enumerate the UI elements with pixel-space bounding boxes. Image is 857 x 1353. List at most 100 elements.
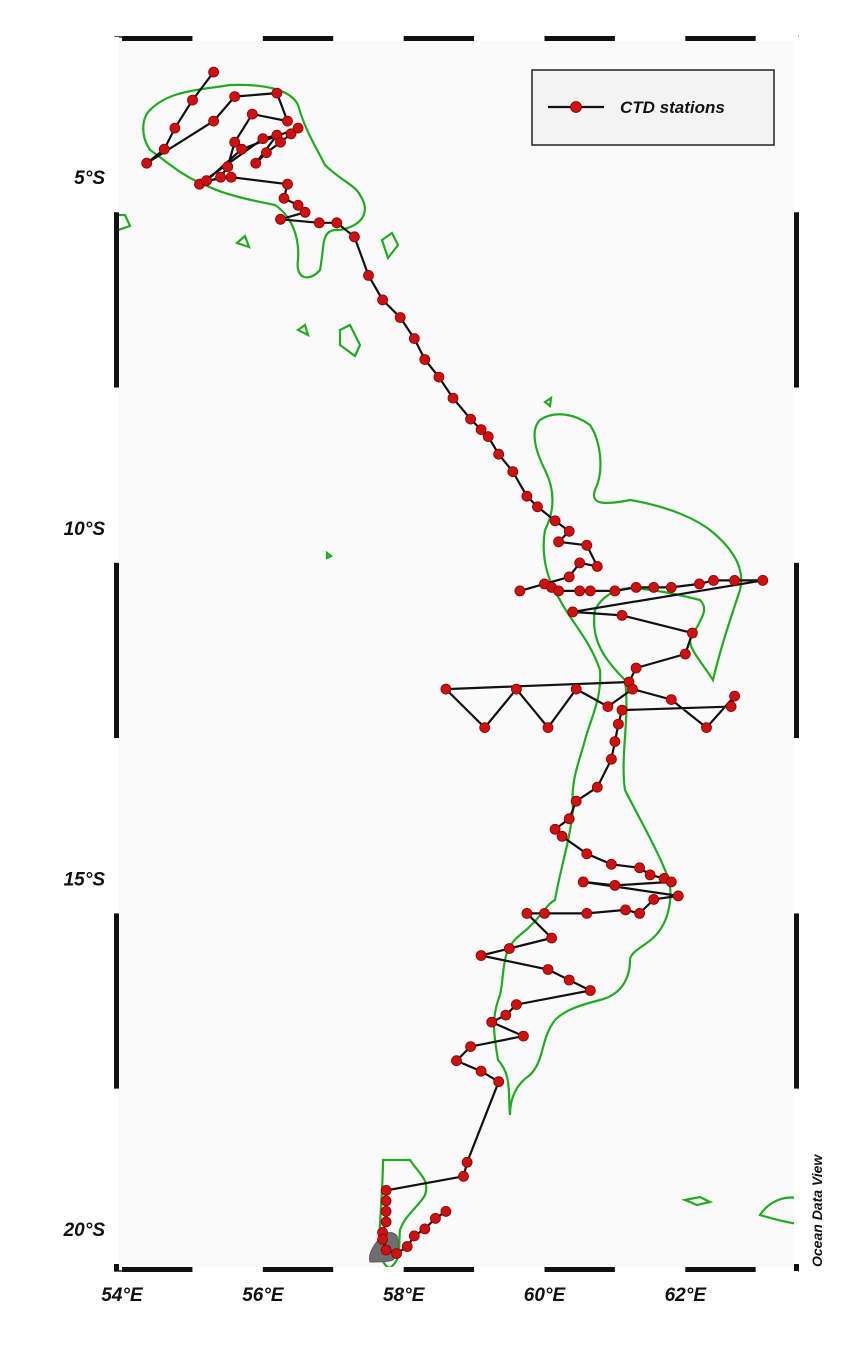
ocean-data-view-credit: Ocean Data View xyxy=(809,1154,825,1267)
ctd-station-point xyxy=(433,371,445,383)
ctd-station-point xyxy=(282,178,293,190)
contour-islet-4 xyxy=(295,323,310,338)
border-bar-top xyxy=(474,36,545,41)
ctd-station-point xyxy=(627,683,638,695)
ctd-station-point xyxy=(630,662,642,674)
border-bar-right xyxy=(794,1088,799,1264)
ctd-station-point xyxy=(299,206,311,218)
ctd-station-point xyxy=(574,585,586,597)
y-tick-label: 5°S xyxy=(74,168,105,189)
ctd-station-point xyxy=(609,736,621,747)
border-bar-bottom xyxy=(544,1267,615,1272)
ctd-station-point xyxy=(257,133,269,145)
ctd-station-point xyxy=(518,1030,529,1042)
ctd-station-point xyxy=(616,610,628,621)
ctd-station-point xyxy=(514,585,526,597)
ctd-station-point xyxy=(634,908,645,919)
ctd-station-point xyxy=(380,1185,392,1196)
border-bar-right xyxy=(794,1263,799,1271)
ctd-station-point xyxy=(581,539,593,551)
y-tick-label: 20°S xyxy=(63,1220,106,1241)
border-bar-top xyxy=(614,36,686,41)
ctd-station-point xyxy=(630,582,642,593)
ctd-station-point xyxy=(482,431,494,443)
ctd-station-point xyxy=(665,582,677,593)
ctd-station-point xyxy=(236,143,248,155)
ctd-station-point xyxy=(419,354,431,365)
border-bar-bottom xyxy=(614,1267,686,1272)
ctd-stations xyxy=(141,66,769,1259)
ctd-station-point xyxy=(532,501,543,513)
x-tick-label: 60°E xyxy=(524,1285,567,1306)
ctd-station-point xyxy=(672,890,684,902)
contour-islet-9 xyxy=(758,1196,799,1226)
ctd-station-point xyxy=(609,880,621,891)
ctd-station-point xyxy=(429,1213,441,1224)
ctd-station-point xyxy=(507,466,519,478)
border-bar-top xyxy=(262,36,334,41)
ctd-station-point xyxy=(380,1195,392,1207)
ctd-station-point xyxy=(511,999,522,1010)
ctd-station-point xyxy=(591,781,603,793)
ctd-station-point xyxy=(246,108,258,120)
border-bar-bottom xyxy=(474,1267,545,1272)
ctd-station-point xyxy=(616,704,628,716)
ctd-station-point xyxy=(606,858,617,870)
ctd-station-point xyxy=(620,904,631,916)
ctd-station-point xyxy=(687,627,698,639)
y-tick-label: 15°S xyxy=(64,869,106,890)
ctd-station-point xyxy=(563,974,575,986)
ctd-station-point xyxy=(542,964,554,975)
ctd-station-point xyxy=(602,701,614,712)
ctd-station-point xyxy=(486,1016,498,1028)
ctd-station-point xyxy=(757,575,769,586)
y-tick-label: 10°S xyxy=(64,519,106,540)
ctd-station-point xyxy=(634,862,645,874)
ctd-station-point xyxy=(553,585,564,597)
ctd-station-point xyxy=(458,1170,469,1182)
ctd-station-point xyxy=(461,1156,473,1168)
x-tick-label: 58°E xyxy=(383,1285,426,1306)
ctd-station-point xyxy=(567,606,579,618)
ctd-station-point xyxy=(475,424,487,436)
ctd-station-point xyxy=(169,122,181,134)
ctd-station-point xyxy=(225,171,237,183)
ctd-station-point xyxy=(275,136,286,148)
ctd-station-point xyxy=(440,683,452,695)
ctd-station-point xyxy=(694,578,705,590)
ctd-station-point xyxy=(475,950,487,961)
ctd-station-point xyxy=(563,813,575,825)
border-bar-left xyxy=(114,562,119,739)
ctd-station-point xyxy=(419,1223,431,1235)
contour-islet-2 xyxy=(234,234,251,249)
border-bar-top xyxy=(403,36,475,41)
ctd-station-point xyxy=(208,66,220,78)
ctd-station-point xyxy=(401,1241,413,1252)
ctd-station-point xyxy=(570,683,582,695)
border-bar-left xyxy=(114,1263,119,1271)
ctd-station-point xyxy=(408,333,420,344)
ctd-station-point xyxy=(546,932,557,944)
border-bar-bottom xyxy=(262,1267,334,1272)
ctd-station-point xyxy=(574,557,586,569)
ctd-station-point xyxy=(708,575,719,586)
ctd-station-point xyxy=(465,1041,477,1052)
ctd-station-point xyxy=(292,199,304,211)
ctd-station-point xyxy=(465,413,477,425)
contour-islet-7 xyxy=(325,550,334,560)
ctd-station-point xyxy=(158,143,170,155)
border-bar-bottom xyxy=(755,1267,798,1272)
contour-islet-6 xyxy=(543,395,553,409)
ctd-station-point xyxy=(331,217,343,229)
border-bar-left xyxy=(114,913,119,1089)
border-bar-left xyxy=(114,37,119,213)
ctd-station-point xyxy=(380,1216,392,1228)
ctd-station-point xyxy=(377,294,389,306)
border-bar-top xyxy=(192,36,263,41)
ctd-station-point xyxy=(208,115,220,127)
ctd-station-point xyxy=(377,1234,389,1245)
ctd-station-point xyxy=(479,722,491,733)
x-axis-tick-labels: 54°E 56°E 58°E 60°E 62°E xyxy=(101,1285,707,1306)
border-bar-bottom xyxy=(685,1267,756,1272)
ctd-station-point xyxy=(447,392,459,404)
